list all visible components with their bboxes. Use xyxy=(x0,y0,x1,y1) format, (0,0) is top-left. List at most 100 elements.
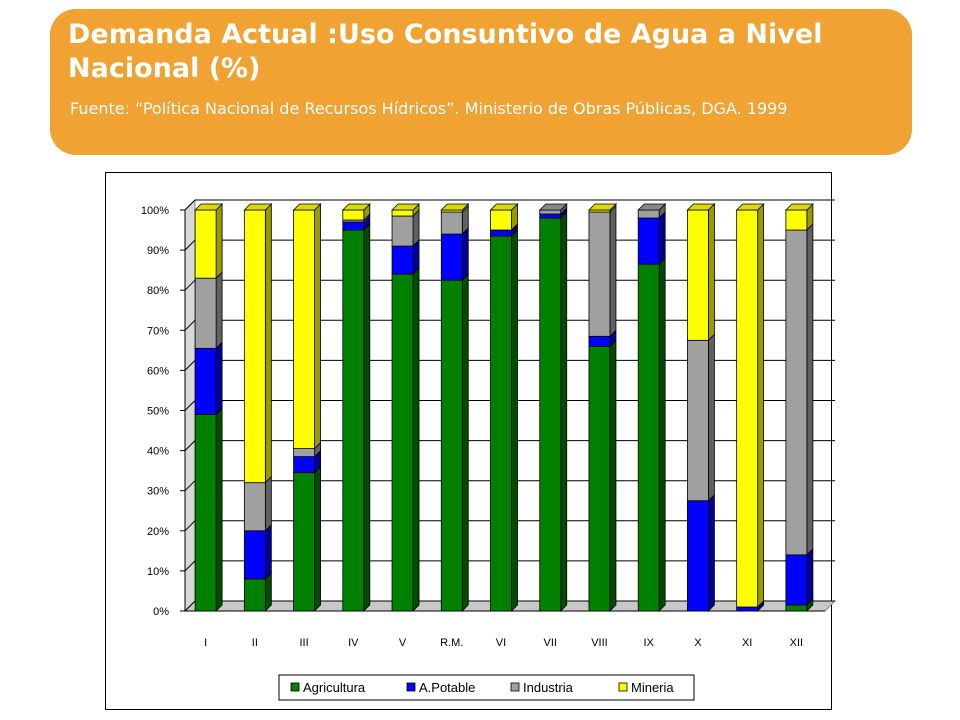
bar-XI-Mineria xyxy=(736,209,759,608)
bar-segment-side xyxy=(461,227,469,282)
bar-top xyxy=(243,203,273,211)
y-tick-label: 90% xyxy=(147,245,169,257)
bar-segment-side xyxy=(658,211,666,266)
legend-swatch xyxy=(510,682,520,692)
bar-IV-Mineria xyxy=(342,209,365,221)
x-tick-label: VII xyxy=(544,637,557,649)
legend-label: Agricultura xyxy=(303,680,366,695)
bar-XII-Industria xyxy=(785,229,808,556)
bar-R.M.-Industria xyxy=(440,211,463,235)
bar-I-Industria xyxy=(194,277,217,349)
bar-VI-A.Potable xyxy=(490,229,512,237)
x-tick-label: IX xyxy=(643,637,654,649)
bar-IV-Agricultura xyxy=(342,229,365,612)
x-tick-label: VI xyxy=(496,637,506,649)
bar-R.M.-Agricultura xyxy=(440,279,463,612)
bar-I-A.Potable xyxy=(194,347,217,415)
y-tick-label: 50% xyxy=(147,406,169,418)
bar-segment-side xyxy=(708,203,715,342)
bar-XII-Mineria xyxy=(785,209,808,231)
legend-swatch xyxy=(290,682,300,692)
legend-swatch xyxy=(618,682,628,692)
legend-label: A.Potable xyxy=(419,680,475,695)
bar-segment-side xyxy=(708,333,715,502)
bar-segment-side xyxy=(461,273,469,612)
bar-III-Industria xyxy=(293,448,315,458)
bar-IV-A.Potable xyxy=(342,221,365,231)
bar-segment-side xyxy=(412,267,420,612)
bar-segment-side xyxy=(215,407,223,612)
bar-V-Mineria xyxy=(391,209,414,217)
bar-V-A.Potable xyxy=(391,245,414,275)
bar-segment-side xyxy=(264,475,272,532)
bar-top xyxy=(538,203,568,211)
bar-VI-Mineria xyxy=(490,209,512,231)
x-tick-label: X xyxy=(694,637,702,649)
x-tick-label: V xyxy=(399,637,407,649)
bar-top xyxy=(784,203,814,211)
bar-X-Mineria xyxy=(687,209,709,341)
bar-segment-side xyxy=(757,203,765,608)
bar-segment-side xyxy=(215,271,223,350)
y-tick-label: 70% xyxy=(147,325,169,337)
bar-segment-side xyxy=(264,203,272,484)
legend-label: Mineria xyxy=(631,680,674,695)
bar-VII-A.Potable xyxy=(539,213,562,219)
x-tick-label: R.M. xyxy=(440,637,463,649)
bar-R.M.-A.Potable xyxy=(440,233,463,281)
bar-top xyxy=(341,203,371,211)
legend-label: Industria xyxy=(523,680,574,695)
y-tick-label: 30% xyxy=(147,486,169,498)
gridline xyxy=(184,199,835,211)
bar-V-Industria xyxy=(391,215,414,247)
bar-I-Mineria xyxy=(194,209,217,279)
slide-title: Demanda Actual :Uso Consuntivo de Agua a… xyxy=(68,19,823,84)
bar-VII-Industria xyxy=(539,209,562,215)
bar-V-Agricultura xyxy=(391,273,414,612)
bar-segment-side xyxy=(264,571,272,612)
bar-segment-side xyxy=(609,205,617,338)
y-tick-label: 80% xyxy=(147,285,169,297)
bar-III-Agricultura xyxy=(293,472,315,612)
x-tick-label: VIII xyxy=(591,637,608,649)
x-tick-label: XII xyxy=(790,637,803,649)
bar-segment-side xyxy=(215,341,223,416)
title-banner xyxy=(50,9,912,155)
bar-XII-A.Potable xyxy=(785,554,808,606)
bar-segment-side xyxy=(708,493,715,612)
bar-top xyxy=(391,203,421,211)
bar-segment-side xyxy=(560,211,568,612)
bar-top xyxy=(194,203,224,211)
bar-top xyxy=(735,203,765,211)
bar-IX-A.Potable xyxy=(637,217,660,265)
bar-IX-Agricultura xyxy=(637,263,660,612)
x-tick-label: IV xyxy=(348,637,359,649)
x-tick-label: II xyxy=(252,637,258,649)
bar-VIII-A.Potable xyxy=(588,335,611,347)
legend-swatch xyxy=(406,682,416,692)
bar-XI-A.Potable xyxy=(736,606,759,612)
bar-II-Industria xyxy=(243,482,266,532)
bar-top xyxy=(489,203,519,211)
bar-II-A.Potable xyxy=(243,530,266,580)
bar-XII-Agricultura xyxy=(785,604,808,612)
bar-segment-side xyxy=(363,223,371,612)
bar-X-A.Potable xyxy=(687,500,709,612)
y-tick-label: 60% xyxy=(147,365,169,377)
x-tick-label: I xyxy=(204,637,207,649)
x-tick-label: XI xyxy=(742,637,752,649)
bar-top xyxy=(637,203,667,211)
y-tick-label: 0% xyxy=(153,606,169,618)
bar-II-Agricultura xyxy=(243,578,266,612)
bar-top xyxy=(292,203,322,211)
bar-top xyxy=(686,203,716,211)
bar-VI-Agricultura xyxy=(490,235,512,612)
x-tick-label: III xyxy=(299,637,308,649)
source-note: Fuente: “Política Nacional de Recursos H… xyxy=(70,99,788,118)
y-tick-label: 100% xyxy=(141,205,169,217)
bar-II-Mineria xyxy=(243,209,266,484)
bar-III-Mineria xyxy=(293,209,315,449)
bar-segment-side xyxy=(264,523,272,580)
bar-top xyxy=(440,203,470,211)
